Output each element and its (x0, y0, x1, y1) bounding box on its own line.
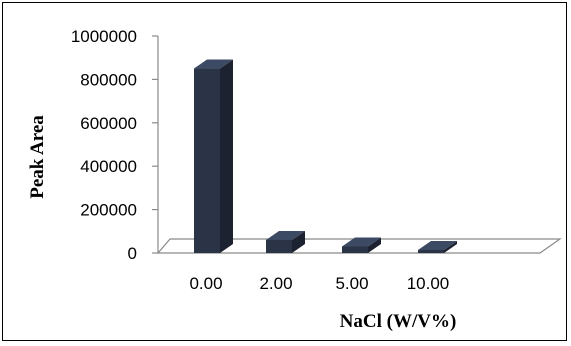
y-tick-label: 400000 (80, 157, 137, 176)
bar-front-face (194, 68, 220, 253)
bar-front-face (342, 246, 368, 253)
y-tick-label: 0 (128, 244, 137, 263)
bar-series (194, 59, 457, 253)
x-tick-label: 0.00 (189, 274, 222, 293)
bar-0.00 (194, 59, 233, 253)
bar-side-face (292, 230, 305, 253)
tick-labels: 0 200000 400000 600000 800000 1000000 0.00 2.00… (71, 27, 449, 293)
bar-side-face (368, 237, 381, 253)
x-tick-label: 2.00 (259, 274, 292, 293)
bar-front-face (418, 250, 444, 253)
x-axis-title: NaCl (W/V%) (340, 311, 457, 332)
x-tick-label: 10.00 (407, 274, 450, 293)
y-tick-label: 1000000 (71, 27, 137, 46)
bar-top-face (266, 230, 305, 240)
y-axis (152, 35, 159, 254)
bar-2.00 (266, 230, 305, 253)
bar-top-face (342, 237, 381, 247)
y-tick-label: 800000 (80, 70, 137, 89)
y-tick-label: 600000 (80, 114, 137, 133)
bar-side-face (444, 241, 457, 253)
bar-5.00 (342, 237, 381, 253)
bar-front-face (266, 239, 292, 253)
y-tick-label: 200000 (80, 201, 137, 220)
bar-top-face (194, 59, 233, 69)
y-axis-title: Peak Area (27, 115, 48, 199)
bar-side-face (220, 59, 233, 253)
x-tick-label: 5.00 (335, 274, 368, 293)
chart-frame (2, 2, 567, 341)
bar-10.00 (418, 241, 457, 253)
bar-top-face (418, 241, 457, 250)
